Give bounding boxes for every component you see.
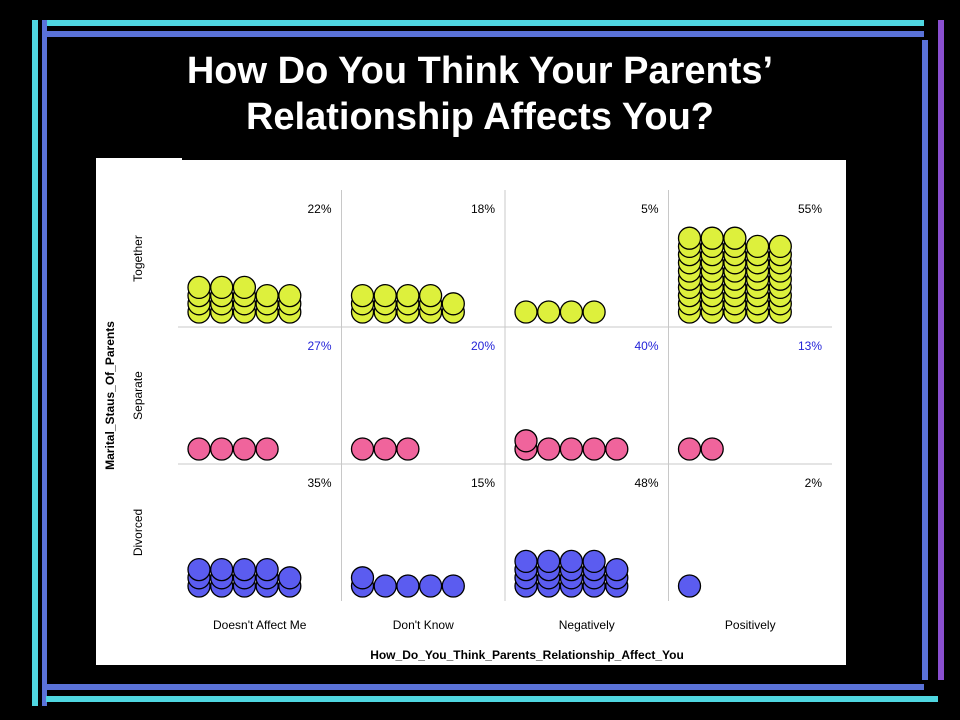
dot-together-negatively xyxy=(559,300,584,324)
dot-divorced-negatively xyxy=(605,557,629,582)
percent-label-divorced-negatively: 48% xyxy=(634,476,658,490)
dot-divorced-don-t-know xyxy=(441,574,465,598)
dot-divorced-doesn-t-affect-me xyxy=(210,557,234,582)
frame-bar-left-cyan xyxy=(32,20,38,706)
dot-separate-negatively xyxy=(605,437,629,461)
dot-together-don-t-know xyxy=(418,283,443,308)
slide-title: How Do You Think Your Parents’ Relations… xyxy=(60,48,900,140)
percent-label-together-negatively: 5% xyxy=(641,202,659,216)
dot-separate-doesn-t-affect-me xyxy=(210,437,234,461)
percent-label-separate-negatively: 40% xyxy=(634,339,658,353)
frame-bar-bottom-blue xyxy=(46,684,924,690)
percent-label-divorced-doesn-t-affect-me: 35% xyxy=(307,476,331,490)
dot-separate-positively xyxy=(700,437,724,461)
chart-panel: 22% 18% 5% 55% Together 27% 20% 40% 13% Separate 3… xyxy=(96,160,846,665)
percent-label-together-positively: 55% xyxy=(798,202,822,216)
percent-label-together-doesn-t-affect-me: 22% xyxy=(307,202,331,216)
chart-dots xyxy=(187,226,792,598)
dot-together-positively xyxy=(768,234,792,259)
dot-divorced-negatively xyxy=(514,549,538,574)
dot-together-doesn-t-affect-me xyxy=(255,283,279,308)
x-tick-label-negatively: Negatively xyxy=(559,618,615,632)
row-label-separate: Separate xyxy=(131,371,145,420)
x-tick-label-positively: Positively xyxy=(725,618,776,632)
dot-separate-negatively xyxy=(559,437,584,461)
dot-together-don-t-know xyxy=(441,292,465,316)
dot-separate-positively xyxy=(677,437,702,461)
x-tick-label-doesn-t-affect-me: Doesn't Affect Me xyxy=(213,618,307,632)
slide-title-line-1: How Do You Think Your Parents’ xyxy=(186,50,774,92)
x-tick-label-don-t-know: Don't Know xyxy=(393,618,454,632)
y-axis-label: Marital_Staus_Of_Parents xyxy=(103,321,117,470)
dot-together-doesn-t-affect-me xyxy=(278,283,302,308)
dot-separate-don-t-know xyxy=(396,437,420,461)
dot-separate-negatively xyxy=(582,437,606,461)
dot-divorced-doesn-t-affect-me xyxy=(255,557,279,582)
dot-separate-negatively xyxy=(514,429,538,453)
percent-label-separate-positively: 13% xyxy=(798,339,822,353)
row-label-divorced: Divorced xyxy=(131,509,145,556)
dot-together-negatively xyxy=(582,300,606,324)
dot-divorced-positively xyxy=(677,574,702,598)
percent-label-together-don-t-know: 18% xyxy=(471,202,495,216)
chart-grid xyxy=(178,190,832,601)
dot-together-positively xyxy=(700,226,724,250)
dot-divorced-doesn-t-affect-me xyxy=(187,557,211,582)
dot-separate-doesn-t-affect-me xyxy=(187,437,211,461)
frame-bar-top-blue xyxy=(46,31,924,37)
dot-together-doesn-t-affect-me xyxy=(210,275,234,300)
dot-together-don-t-know xyxy=(373,283,397,308)
dot-separate-don-t-know xyxy=(350,437,375,461)
percent-label-divorced-don-t-know: 15% xyxy=(471,476,495,490)
percent-label-separate-doesn-t-affect-me: 27% xyxy=(307,339,331,353)
dot-divorced-negatively xyxy=(559,549,584,574)
dot-divorced-doesn-t-affect-me xyxy=(232,557,257,582)
dot-together-doesn-t-affect-me xyxy=(187,275,211,300)
dot-together-don-t-know xyxy=(396,283,420,308)
dot-separate-don-t-know xyxy=(373,437,397,461)
row-label-together: Together xyxy=(131,235,145,282)
dot-divorced-doesn-t-affect-me xyxy=(278,566,302,590)
frame-bar-right-blue xyxy=(922,40,928,680)
dot-matrix-chart: 22% 18% 5% 55% Together 27% 20% 40% 13% Separate 3… xyxy=(103,190,832,662)
dot-together-positively xyxy=(745,234,770,259)
dot-divorced-negatively xyxy=(582,549,606,574)
dot-together-positively xyxy=(677,226,702,250)
dot-divorced-don-t-know xyxy=(350,566,375,590)
dot-divorced-negatively xyxy=(537,549,561,574)
dot-separate-negatively xyxy=(537,437,561,461)
percent-label-separate-don-t-know: 20% xyxy=(471,339,495,353)
dot-together-don-t-know xyxy=(350,283,375,308)
dot-divorced-don-t-know xyxy=(418,574,443,598)
dot-separate-doesn-t-affect-me xyxy=(232,437,257,461)
dot-divorced-don-t-know xyxy=(373,574,397,598)
dot-divorced-don-t-know xyxy=(396,574,420,598)
frame-bar-right-purple xyxy=(938,20,944,680)
slide-title-line-2: Relationship Affects You? xyxy=(245,96,714,138)
frame-bar-bottom-cyan xyxy=(46,696,938,702)
frame-bar-top-cyan xyxy=(46,20,924,26)
dot-together-negatively xyxy=(514,300,538,324)
dot-together-positively xyxy=(723,226,747,250)
frame-bar-left-blue xyxy=(42,20,47,706)
dot-separate-doesn-t-affect-me xyxy=(255,437,279,461)
x-axis-label: How_Do_You_Think_Parents_Relationship_Af… xyxy=(370,648,684,662)
dot-together-negatively xyxy=(537,300,561,324)
dot-together-doesn-t-affect-me xyxy=(232,275,257,300)
percent-label-divorced-positively: 2% xyxy=(805,476,823,490)
chart-labels: 22% 18% 5% 55% Together 27% 20% 40% 13% Separate 3… xyxy=(103,202,822,662)
